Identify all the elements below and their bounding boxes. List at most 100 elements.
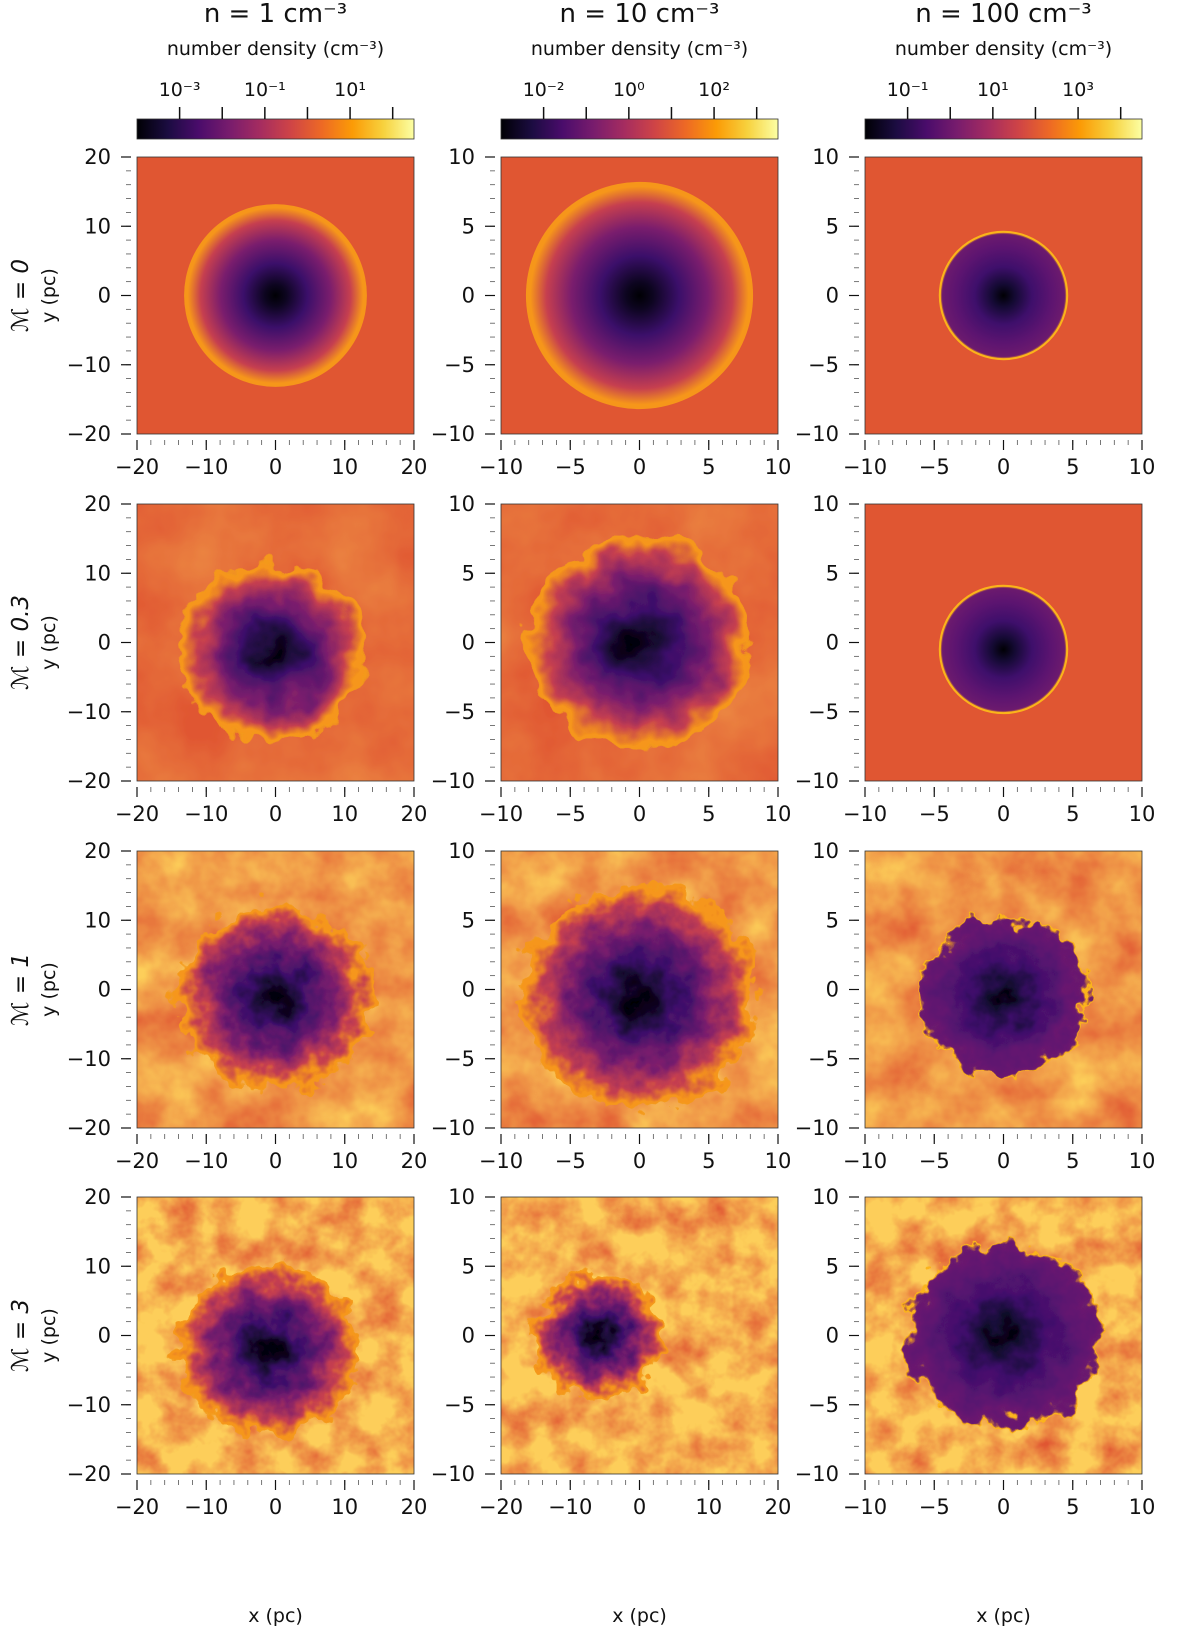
bubble-shell <box>177 903 374 1090</box>
x-tick-label: 20 <box>401 802 428 826</box>
x-tick-label: −10 <box>843 1495 887 1519</box>
x-tick-label: −20 <box>115 802 159 826</box>
bubble <box>939 585 1068 714</box>
row-label-text: ℳ = 0 <box>8 259 34 332</box>
y-tick-label: 10 <box>812 492 839 516</box>
row-label: ℳ = 0.3 <box>8 595 34 690</box>
y-tick-label: 0 <box>462 978 475 1002</box>
row-label: ℳ = 1 <box>8 953 34 1026</box>
y-tick-label: 0 <box>98 1324 111 1348</box>
x-tick-label: −10 <box>184 1149 228 1173</box>
x-tick-label: −10 <box>479 455 523 479</box>
bubble <box>528 537 751 748</box>
x-tick-label: 10 <box>695 1495 722 1519</box>
x-axis-label: x (pc) <box>976 1605 1031 1627</box>
y-tick-label: 10 <box>448 839 475 863</box>
x-tick-label: 0 <box>269 1495 282 1519</box>
y-tick-label: 5 <box>826 561 839 585</box>
panel-frame <box>136 156 415 435</box>
row-label-text: ℳ = 3 <box>8 1299 34 1372</box>
x-tick-label: 10 <box>765 455 792 479</box>
y-tick-label: −20 <box>67 1116 111 1140</box>
density-panel <box>137 851 414 1128</box>
row-label: ℳ = 3 <box>8 1299 34 1372</box>
bubble <box>920 917 1087 1076</box>
y-tick-label: 20 <box>84 492 111 516</box>
y-tick-label: −10 <box>67 1047 111 1071</box>
y-tick-label: 5 <box>826 214 839 238</box>
y-tick-label: −5 <box>808 353 839 377</box>
x-tick-label: 0 <box>633 1495 646 1519</box>
y-tick-label: −5 <box>444 1393 475 1417</box>
x-tick-label: 0 <box>633 455 646 479</box>
bubble-shell <box>919 916 1088 1077</box>
y-tick-label: 0 <box>826 978 839 1002</box>
bubble <box>184 204 367 387</box>
colorbar <box>136 118 415 140</box>
y-tick-label: −10 <box>431 769 475 793</box>
density-panel <box>501 504 778 781</box>
x-tick-label: −10 <box>184 455 228 479</box>
colorbar-tick-label: 10⁻² <box>523 79 565 101</box>
x-tick-label: 5 <box>702 802 715 826</box>
colorbar <box>864 118 1143 140</box>
x-tick-label: −5 <box>919 455 950 479</box>
colorbar-label: number density (cm⁻³) <box>167 38 384 60</box>
colorbar-tick-label: 10³ <box>1062 79 1094 101</box>
column-title: n = 100 cm⁻³ <box>915 0 1091 29</box>
y-tick-label: −10 <box>431 1116 475 1140</box>
x-tick-label: −5 <box>555 1149 586 1173</box>
y-axis-label: y (pc) <box>38 1308 60 1363</box>
density-panel <box>137 157 414 434</box>
panel-frame <box>136 850 415 1129</box>
x-tick-label: −10 <box>184 1495 228 1519</box>
x-tick-label: −5 <box>919 1149 950 1173</box>
y-tick-label: 5 <box>462 1254 475 1278</box>
x-tick-label: 0 <box>633 802 646 826</box>
y-tick-label: 10 <box>84 1254 111 1278</box>
y-tick-label: 10 <box>448 492 475 516</box>
y-axis-label-text: y (pc) <box>38 268 60 323</box>
density-panel <box>501 157 778 434</box>
colorbar <box>500 118 779 140</box>
y-tick-label: 0 <box>826 284 839 308</box>
y-tick-label: −10 <box>431 1462 475 1486</box>
y-tick-label: 10 <box>448 145 475 169</box>
y-tick-label: 0 <box>462 284 475 308</box>
y-axis-label-text: y (pc) <box>38 615 60 670</box>
colorbar-tick-label: 10¹ <box>977 79 1009 101</box>
x-tick-label: 20 <box>765 1495 792 1519</box>
x-tick-label: 0 <box>997 455 1010 479</box>
x-tick-label: 0 <box>997 1149 1010 1173</box>
x-tick-label: 10 <box>331 455 358 479</box>
x-tick-label: 0 <box>269 1149 282 1173</box>
y-tick-label: 10 <box>84 561 111 585</box>
x-tick-label: 5 <box>1066 455 1079 479</box>
x-tick-label: 5 <box>702 1149 715 1173</box>
y-tick-label: 5 <box>462 214 475 238</box>
y-tick-label: −10 <box>795 1116 839 1140</box>
panel-frame <box>864 156 1143 435</box>
y-tick-label: 20 <box>84 839 111 863</box>
y-tick-label: 0 <box>826 1324 839 1348</box>
x-tick-label: −20 <box>479 1495 523 1519</box>
x-tick-label: −5 <box>555 455 586 479</box>
x-tick-label: 10 <box>1129 802 1156 826</box>
colorbar-tick-label: 10⁻³ <box>159 79 201 101</box>
y-tick-label: 10 <box>812 1185 839 1209</box>
x-tick-label: 10 <box>331 1495 358 1519</box>
bubble-shell <box>905 1242 1102 1429</box>
panel-frame <box>500 156 779 435</box>
column-title: n = 1 cm⁻³ <box>204 0 347 29</box>
y-tick-label: −10 <box>67 1393 111 1417</box>
x-tick-label: −10 <box>479 1149 523 1173</box>
panel-frame <box>500 503 779 782</box>
y-axis-label-text: y (pc) <box>38 1308 60 1363</box>
x-tick-label: −10 <box>184 802 228 826</box>
x-axis-label: x (pc) <box>612 1605 667 1627</box>
y-tick-label: 0 <box>98 978 111 1002</box>
x-tick-label: 5 <box>1066 1495 1079 1519</box>
y-tick-label: −10 <box>67 700 111 724</box>
y-tick-label: −5 <box>808 1047 839 1071</box>
x-tick-label: −5 <box>555 802 586 826</box>
